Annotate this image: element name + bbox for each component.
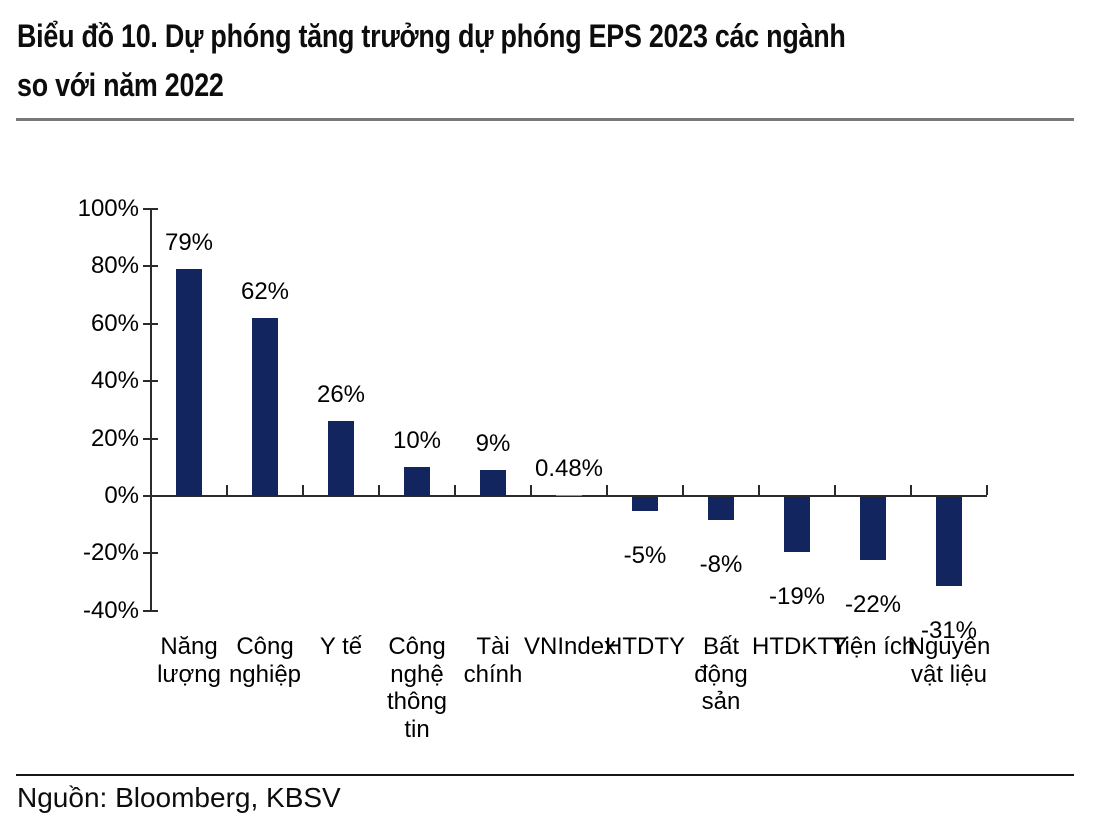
bar-value-label: 0.48%	[534, 454, 604, 482]
x-axis-tick	[378, 485, 380, 495]
category-label: Nguyên vật liệu	[907, 633, 991, 688]
category-label: VNIndex	[524, 633, 617, 660]
y-tick-label: -40%	[82, 596, 139, 624]
x-axis-tick	[986, 485, 988, 495]
category-label: HTDTY	[605, 633, 685, 660]
x-axis-tick	[454, 485, 456, 495]
category-label: Bất động sản	[694, 633, 748, 715]
x-axis-tick	[682, 485, 684, 495]
footer-divider	[16, 774, 1074, 776]
bar	[860, 497, 886, 561]
category-label: Tài chính	[463, 633, 523, 688]
y-axis-tick	[143, 380, 158, 383]
bar-value-label: -19%	[768, 582, 826, 610]
category-label: Năng lượng	[157, 633, 221, 688]
bar-value-label: -5%	[623, 542, 667, 570]
bar	[556, 494, 582, 496]
bar	[784, 497, 810, 552]
bar-value-label: -22%	[844, 591, 902, 619]
y-axis-line	[150, 209, 152, 611]
category-label: Tiện ích	[830, 633, 916, 660]
category-label: Y tế	[319, 633, 363, 660]
category-label: HTDKTY	[752, 633, 848, 660]
bar	[936, 497, 962, 586]
y-axis-tick	[143, 609, 158, 612]
bar	[328, 421, 354, 496]
bar	[176, 269, 202, 496]
chart-title: Biểu đồ 10. Dự phóng tăng trưởng dự phón…	[17, 12, 1003, 110]
bar	[404, 467, 430, 496]
source-note: Nguồn: Bloomberg, KBSV	[17, 782, 341, 813]
y-tick-label: 40%	[90, 367, 139, 395]
x-axis-tick	[302, 485, 304, 495]
y-tick-label: 100%	[77, 195, 139, 222]
bar	[632, 497, 658, 512]
x-axis-line	[151, 495, 987, 497]
category-label: Công nghiệp	[228, 633, 302, 688]
chart-title-line-2: so với năm 2022	[17, 67, 224, 103]
bar-value-label: 9%	[475, 430, 511, 458]
bar	[480, 470, 506, 496]
chart-title-line-1: Biểu đồ 10. Dự phóng tăng trưởng dự phón…	[17, 18, 846, 54]
y-tick-label: 0%	[104, 482, 139, 509]
bar-value-label: 79%	[164, 229, 214, 257]
bar-value-label: 62%	[240, 278, 290, 306]
y-axis-tick	[143, 208, 158, 210]
bar-value-label: -8%	[699, 550, 743, 578]
y-axis-tick	[143, 437, 158, 440]
y-tick-label: 20%	[90, 424, 139, 452]
x-axis-tick	[910, 485, 912, 495]
category-label: Công nghệ thông tin	[386, 633, 448, 743]
x-axis-tick	[606, 485, 608, 495]
x-axis-tick	[834, 485, 836, 495]
x-axis-tick	[226, 485, 228, 495]
title-divider	[16, 118, 1074, 121]
y-axis-tick	[143, 322, 158, 325]
bar-value-label: 10%	[392, 427, 442, 455]
y-axis-tick	[143, 265, 158, 268]
bar	[708, 497, 734, 520]
y-tick-label: 60%	[90, 309, 139, 337]
y-axis-tick	[143, 552, 158, 555]
y-tick-label: 80%	[90, 252, 139, 280]
bar-value-label: 26%	[316, 381, 366, 409]
x-axis-tick	[758, 485, 760, 495]
y-tick-label: -20%	[82, 539, 139, 567]
bar-value-label: -31%	[920, 616, 978, 644]
y-axis-tick	[143, 495, 158, 497]
x-axis-tick	[530, 485, 532, 495]
bar	[252, 318, 278, 496]
